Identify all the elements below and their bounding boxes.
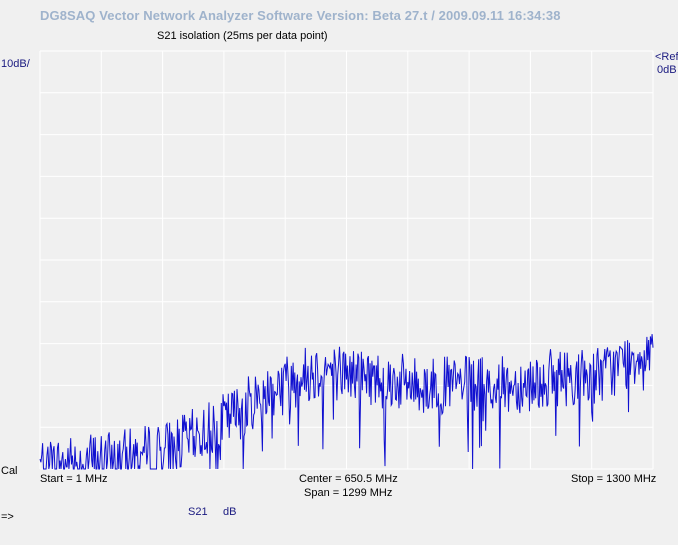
ref-value: 0dB	[657, 64, 677, 76]
cal-label: Cal	[1, 465, 18, 477]
start-frequency-label: Start = 1 MHz	[40, 473, 108, 485]
command-prompt[interactable]: =>	[1, 511, 14, 523]
plot-title: S21 isolation (25ms per data point)	[157, 30, 328, 42]
stop-frequency-label: Stop = 1300 MHz	[571, 473, 657, 485]
scale-label: 10dB/	[1, 58, 30, 70]
s21-trace	[39, 334, 654, 470]
legend-unit[interactable]: dB	[223, 506, 237, 518]
ref-marker: <Ref	[655, 51, 678, 63]
span-label: Span = 1299 MHz	[304, 487, 393, 499]
app-title: DG8SAQ Vector Network Analyzer Software …	[40, 8, 561, 23]
legend-trace-name[interactable]: S21	[188, 506, 208, 518]
plot-grid	[39, 50, 654, 470]
center-frequency-label: Center = 650.5 MHz	[299, 473, 398, 485]
